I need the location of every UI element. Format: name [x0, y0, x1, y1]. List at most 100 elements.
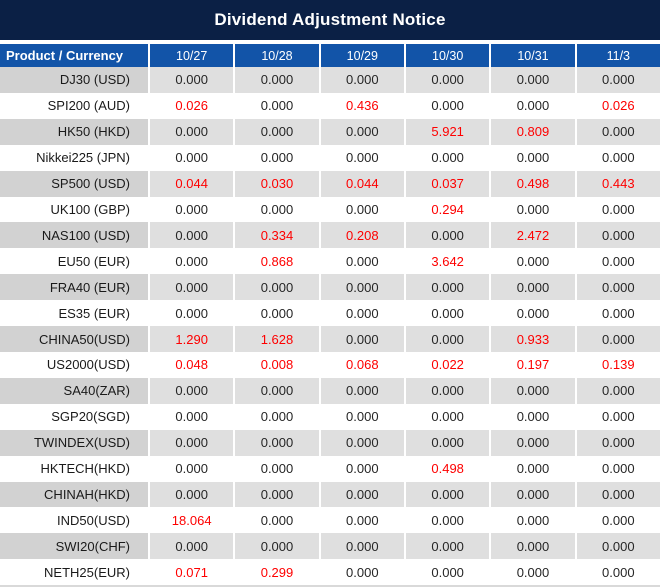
dividend-value-cell: 0.000 [574, 377, 660, 404]
dividend-value-cell: 0.000 [148, 67, 234, 93]
dividend-value-cell: 0.000 [148, 300, 233, 327]
title-separator [0, 40, 660, 44]
dividend-value-cell: 0.000 [403, 429, 490, 456]
dividend-value-cell: 0.000 [233, 274, 319, 301]
dividend-value-cell: 0.000 [318, 274, 404, 301]
dividend-value-cell: 0.071 [148, 559, 233, 586]
dividend-value-cell: 0.868 [233, 248, 318, 275]
dividend-value-cell: 0.299 [233, 559, 318, 586]
dividend-value-cell: 0.000 [403, 300, 489, 327]
dividend-value-cell: 0.000 [233, 455, 318, 482]
dividend-value-cell: 0.000 [574, 118, 660, 145]
dividend-value-cell: 0.000 [403, 507, 489, 534]
dividend-value-cell: 0.000 [148, 248, 233, 275]
dividend-value-cell: 0.000 [148, 144, 233, 171]
dividend-value-cell: 0.000 [233, 507, 318, 534]
title-bar: Dividend Adjustment Notice [0, 0, 660, 40]
table-row: SP500 (USD) 0.044 0.030 0.044 0.037 0.498 0.44… [0, 170, 660, 197]
dividend-value-cell: 0.000 [148, 481, 234, 508]
dividend-value-cell: 0.000 [574, 429, 660, 456]
dividend-value-cell: 0.000 [489, 248, 574, 275]
dividend-value-cell: 0.000 [233, 92, 318, 119]
column-header-product-currency: Product / Currency [6, 48, 124, 63]
dividend-value-cell: 0.000 [148, 429, 234, 456]
dividend-value-cell: 0.000 [489, 533, 575, 560]
dividend-value-cell: 0.000 [318, 67, 404, 93]
dividend-value-cell: 0.000 [489, 300, 574, 327]
table-row: FRA40 (EUR) 0.000 0.000 0.000 0.000 0.000 0.00… [0, 274, 660, 301]
column-header-date: 10/31 [489, 44, 574, 67]
dividend-value-cell: 0.044 [318, 170, 404, 197]
dividend-value-cell: 0.000 [574, 326, 660, 352]
dividend-value-cell: 0.000 [318, 196, 404, 223]
dividend-value-cell: 0.000 [233, 300, 318, 327]
dividend-value-cell: 0.498 [403, 455, 489, 482]
product-label: CHINA50(USD) [0, 326, 148, 352]
column-header-date: 10/29 [318, 44, 404, 67]
dividend-value-cell: 3.642 [403, 248, 489, 275]
dividend-value-cell: 0.000 [233, 67, 319, 93]
product-label: SA40(ZAR) [0, 377, 148, 404]
table-row: UK100 (GBP) 0.000 0.000 0.000 0.294 0.000 0.00… [0, 196, 660, 223]
table-row: HKTECH(HKD) 0.000 0.000 0.000 0.498 0.000 0.00… [0, 455, 660, 482]
dividend-value-cell: 0.000 [148, 118, 234, 145]
dividend-value-cell: 0.022 [403, 351, 489, 378]
dividend-value-cell: 0.000 [489, 144, 574, 171]
table-row: SA40(ZAR) 0.000 0.000 0.000 0.000 0.000 0.000 [0, 377, 660, 404]
product-label: ES35 (EUR) [58, 305, 130, 321]
dividend-value-cell: 0.000 [318, 533, 404, 560]
product-label: NAS100 (USD) [0, 222, 148, 249]
dividend-value-cell: 0.000 [403, 377, 490, 404]
table-row: SPI200 (AUD) 0.026 0.000 0.436 0.000 0.000 0.0… [0, 92, 660, 119]
dividend-value-cell: 0.000 [574, 274, 660, 301]
dividend-value-cell: 0.000 [403, 326, 490, 352]
dividend-value-cell: 0.000 [489, 377, 575, 404]
product-label: DJ30 (USD) [0, 67, 148, 93]
product-label: NETH25(EUR) [44, 564, 130, 580]
product-label: FRA40 (EUR) [0, 274, 148, 301]
dividend-value-cell: 0.000 [403, 67, 490, 93]
dividend-value-cell: 0.000 [489, 507, 574, 534]
dividend-value-cell: 0.000 [574, 559, 660, 586]
dividend-value-cell: 0.000 [318, 429, 404, 456]
dividend-value-cell: 0.000 [574, 67, 660, 93]
column-header-date: 10/27 [148, 44, 233, 67]
dividend-value-cell: 0.000 [233, 429, 319, 456]
product-label: TWINDEX(USD) [0, 429, 148, 456]
dividend-value-cell: 0.334 [233, 222, 319, 249]
product-label: HK50 (HKD) [0, 118, 148, 145]
dividend-value-cell: 0.000 [318, 300, 404, 327]
dividend-value-cell: 0.000 [233, 144, 318, 171]
dividend-value-cell: 18.064 [148, 507, 233, 534]
dividend-value-cell: 0.000 [318, 507, 404, 534]
table-body: DJ30 (USD) 0.000 0.000 0.000 0.000 0.000 0.000… [0, 67, 660, 586]
dividend-value-cell: 0.000 [148, 377, 234, 404]
dividend-value-cell: 0.000 [574, 222, 660, 249]
dividend-value-cell: 0.000 [489, 67, 575, 93]
dividend-value-cell: 0.436 [318, 92, 404, 119]
table-row: IND50(USD) 18.064 0.000 0.000 0.000 0.000 0.00… [0, 507, 660, 534]
dividend-value-cell: 0.000 [403, 222, 490, 249]
dividend-value-cell: 0.000 [148, 403, 233, 430]
table-row: ES35 (EUR) 0.000 0.000 0.000 0.000 0.000 0.000 [0, 300, 660, 327]
table-row: TWINDEX(USD) 0.000 0.000 0.000 0.000 0.000 0.0… [0, 429, 660, 456]
table-row: NAS100 (USD) 0.000 0.334 0.208 0.000 2.472 0.0… [0, 222, 660, 249]
dividend-value-cell: 0.000 [318, 118, 404, 145]
dividend-value-cell: 0.008 [233, 351, 318, 378]
dividend-value-cell: 0.000 [403, 559, 489, 586]
dividend-value-cell: 0.000 [574, 481, 660, 508]
dividend-value-cell: 0.048 [148, 351, 233, 378]
dividend-value-cell: 0.000 [318, 144, 404, 171]
dividend-value-cell: 0.000 [233, 196, 318, 223]
dividend-value-cell: 0.000 [318, 481, 404, 508]
table-row: EU50 (EUR) 0.000 0.868 0.000 3.642 0.000 0.000 [0, 248, 660, 275]
product-label: EU50 (EUR) [57, 253, 130, 269]
table-row: CHINA50(USD) 1.290 1.628 0.000 0.000 0.933 0.0… [0, 326, 660, 352]
dividend-value-cell: 0.000 [489, 481, 575, 508]
dividend-value-cell: 0.000 [574, 507, 660, 534]
dividend-value-cell: 2.472 [489, 222, 575, 249]
product-label: SPI200 (AUD) [47, 98, 130, 114]
dividend-value-cell: 0.000 [233, 118, 319, 145]
dividend-value-cell: 0.000 [318, 248, 404, 275]
